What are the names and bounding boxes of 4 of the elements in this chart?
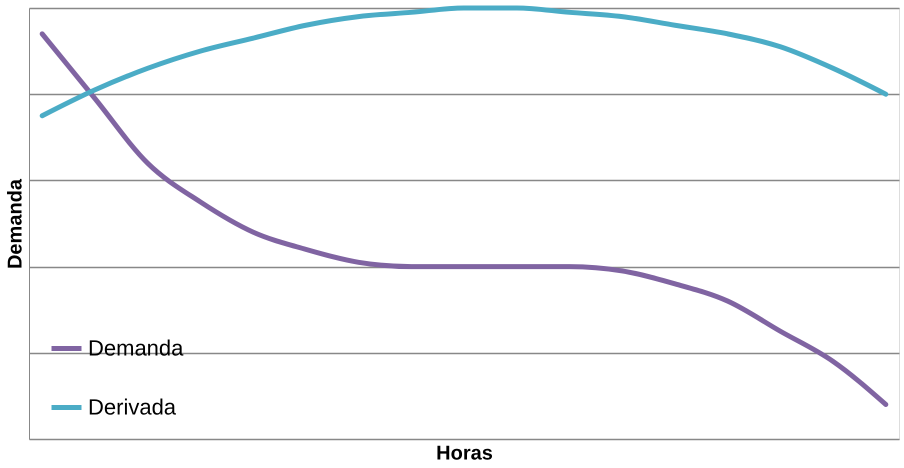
x-axis-title: Horas bbox=[436, 442, 493, 464]
legend-label: Derivada bbox=[88, 394, 177, 420]
y-axis-title: Demanda bbox=[4, 178, 26, 270]
legend-label: Demanda bbox=[88, 336, 184, 360]
